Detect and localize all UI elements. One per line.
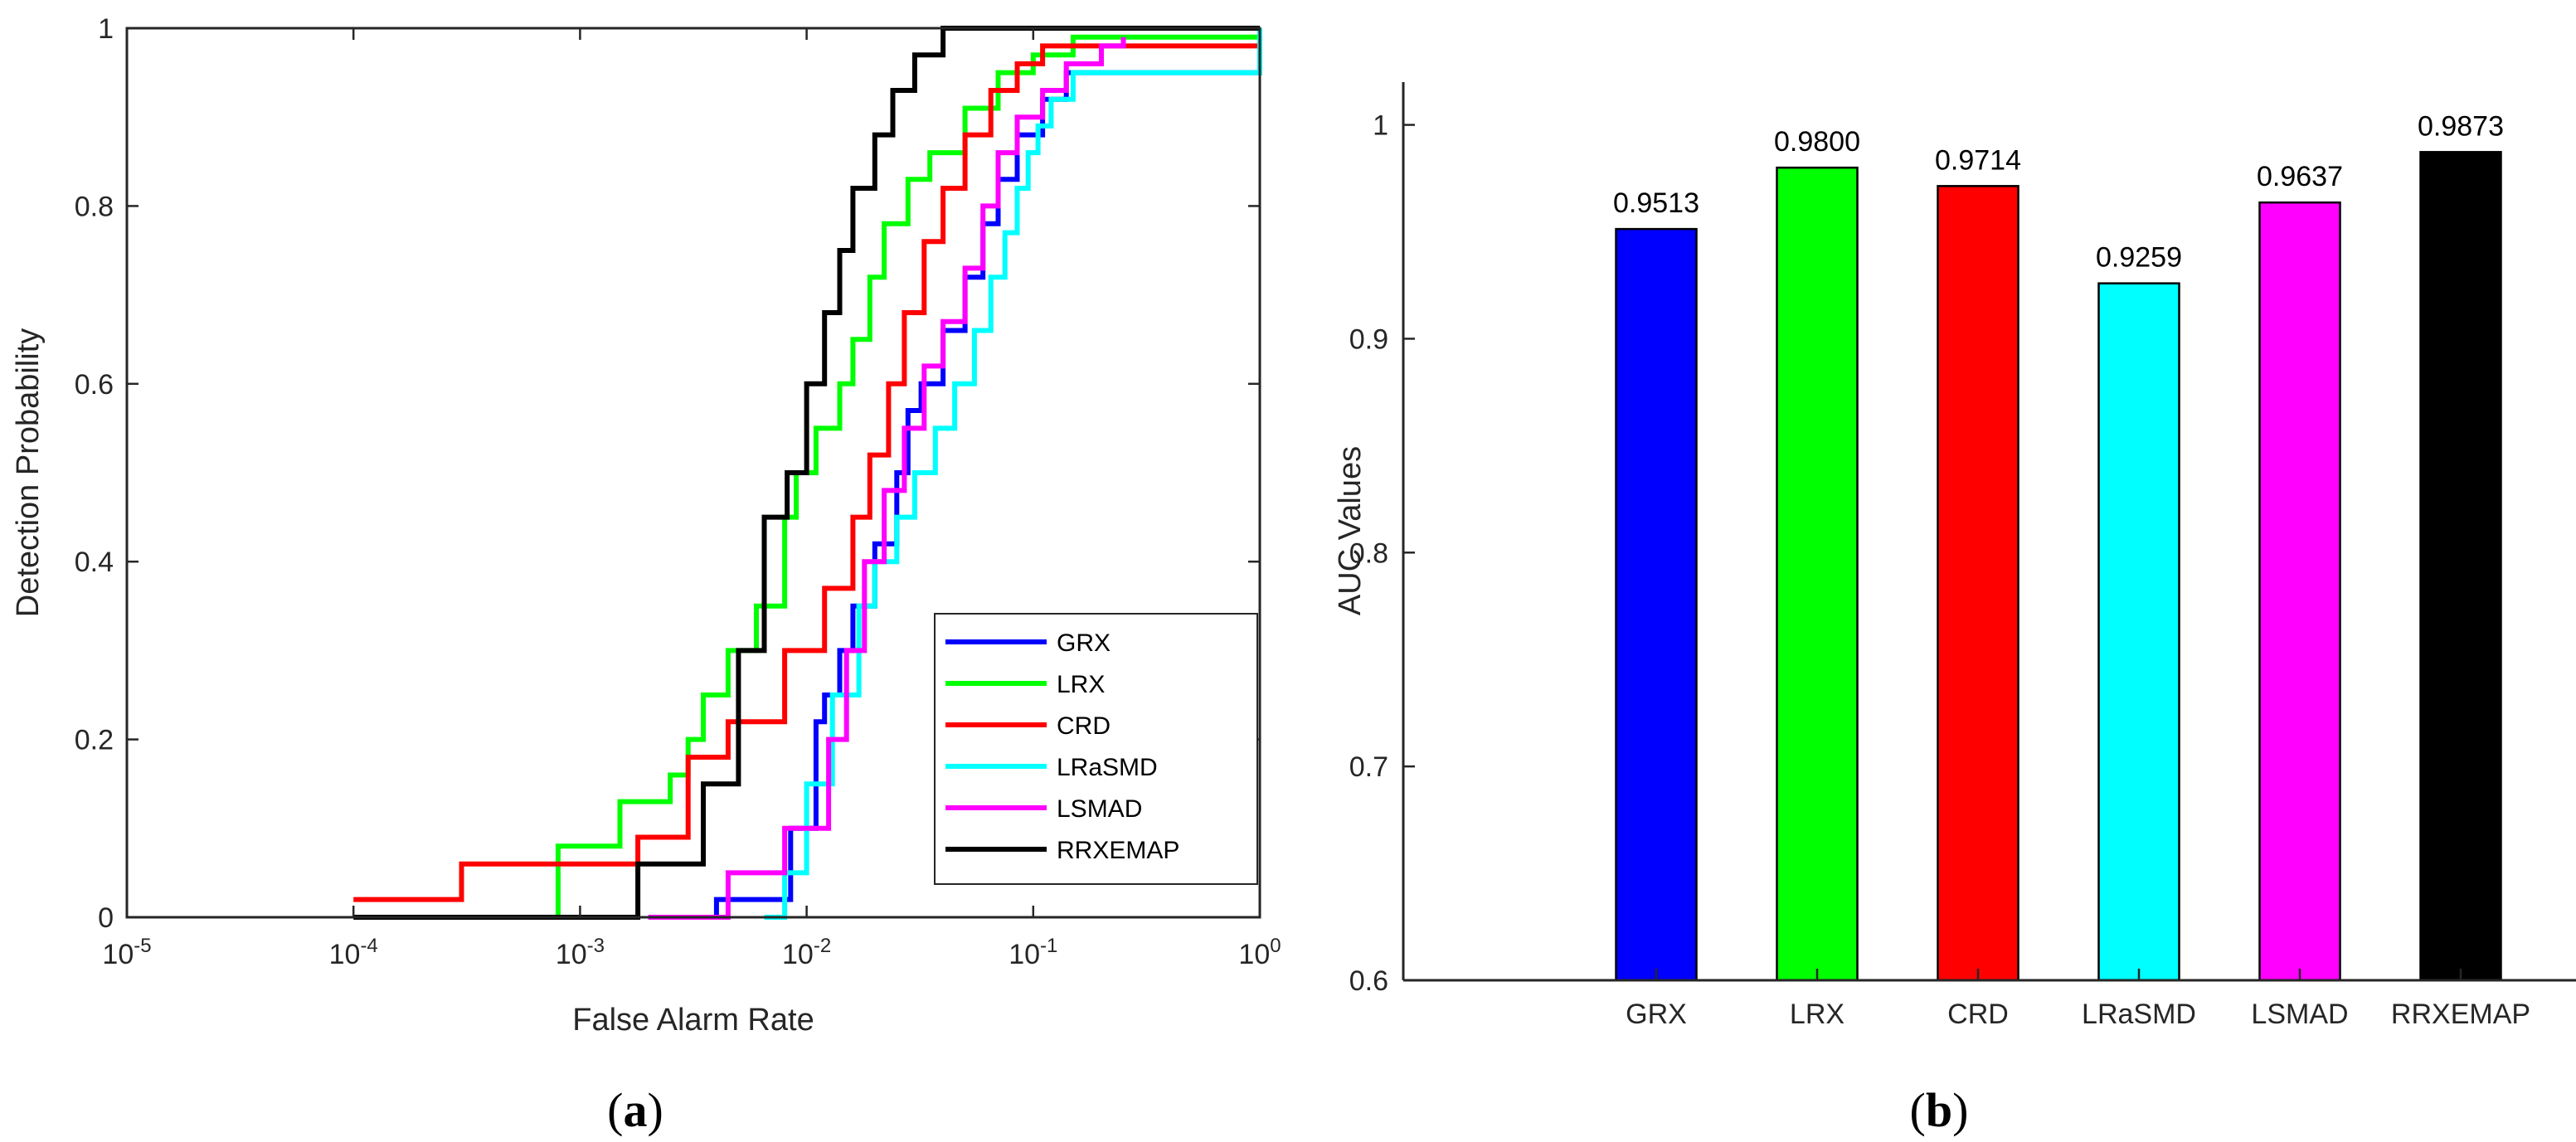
auc-bar-crd	[1937, 185, 2019, 982]
roc-y-tick-label: 1	[98, 13, 114, 45]
roc-x-tick-label: 10-3	[556, 935, 605, 970]
auc-bar-grx	[1615, 227, 1698, 982]
auc-y-tick-label: 0.9	[1349, 323, 1388, 355]
roc-curve-lrasmd	[764, 28, 1262, 920]
roc-x-axis-label: False Alarm Rate	[572, 1003, 814, 1038]
auc-x-tick-label: RRXEMAP	[2391, 999, 2530, 1030]
roc-legend-items: GRX LRX CRD LRaSMD LSMAD RRXEMAP	[945, 629, 1179, 864]
roc-legend: GRX LRX CRD LRaSMD LSMAD RRXEMAP	[934, 613, 1258, 885]
roc-legend-label: GRX	[1057, 629, 1111, 657]
roc-y-tick-label: 0.6	[75, 369, 114, 401]
roc-x-tick-label: 10-5	[102, 935, 151, 970]
auc-y-axis-label: AUC Values	[1333, 446, 1368, 615]
auc-bar-lsmad	[2258, 201, 2341, 982]
auc-x-tick-label: LRX	[1790, 999, 1845, 1030]
panel-a-caption: (a)	[607, 1083, 663, 1137]
roc-x-tick-label: 10-4	[329, 935, 378, 970]
roc-chart: 10-5 10-4 10-3 10-2 10-1 100 0 0.2 0.4 0.6 0.8 1 F…	[11, 13, 1281, 1137]
auc-bar-value-label: 0.9637	[2257, 161, 2343, 192]
roc-curves	[353, 26, 1262, 920]
roc-curve-lsmad	[648, 36, 1126, 920]
auc-x-tick-label: CRD	[1947, 999, 2009, 1030]
roc-legend-box	[934, 613, 1258, 885]
auc-bars: 0.9513 0.9800 0.9714 0.9259 0.9637 0.9873	[1613, 110, 2504, 982]
roc-legend-label: LRX	[1057, 671, 1105, 698]
auc-x-axis-ticks: GRX LRX CRD LRaSMD LSMAD RRXEMAP	[1626, 969, 2530, 1030]
auc-bar-rrxemap	[2419, 151, 2502, 982]
panel-b-caption: (b)	[1910, 1083, 1969, 1137]
auc-bar-lrx	[1776, 166, 1859, 982]
auc-bar-value-label: 0.9259	[2096, 242, 2182, 274]
auc-x-tick-label: GRX	[1626, 999, 1687, 1030]
roc-y-axis-label: Detection Probability	[11, 328, 46, 618]
roc-y-tick-label: 0	[98, 902, 114, 934]
roc-plot-frame	[125, 27, 1261, 919]
roc-y-axis-ticks: 0 0.2 0.4 0.6 0.8 1	[75, 13, 1260, 934]
roc-x-axis-ticks: 10-5 10-4 10-3 10-2 10-1 100	[102, 28, 1281, 970]
roc-legend-label: RRXEMAP	[1057, 837, 1179, 864]
auc-y-tick-label: 0.7	[1349, 751, 1388, 783]
auc-y-tick-label: 0.6	[1349, 965, 1388, 997]
roc-curve-rrxemap	[353, 26, 1260, 920]
auc-bar-value-label: 0.9873	[2418, 110, 2504, 142]
roc-curve-crd	[353, 28, 1262, 902]
roc-legend-label: LRaSMD	[1057, 754, 1158, 781]
roc-x-tick-label: 100	[1238, 935, 1281, 970]
roc-x-tick-label: 10-2	[782, 935, 831, 970]
auc-chart: 0.9513 0.9800 0.9714 0.9259 0.9637 0.9873 0.6…	[1333, 82, 2576, 1137]
auc-bar-value-label: 0.9513	[1613, 187, 1699, 219]
auc-bar-lrasmd	[2097, 282, 2180, 982]
auc-bar-value-label: 0.9800	[1774, 126, 1860, 158]
roc-legend-label: LSMAD	[1057, 795, 1142, 823]
roc-y-tick-label: 0.8	[75, 191, 114, 222]
auc-y-tick-label: 0.8	[1349, 537, 1388, 569]
auc-x-tick-label: LRaSMD	[2082, 999, 2196, 1030]
auc-y-tick-label: 1	[1373, 110, 1388, 142]
auc-x-tick-label: LSMAD	[2251, 999, 2348, 1030]
roc-y-tick-label: 0.4	[75, 547, 114, 578]
roc-legend-label: CRD	[1057, 712, 1111, 740]
roc-y-tick-label: 0.2	[75, 725, 114, 756]
auc-bar-value-label: 0.9714	[1935, 144, 2021, 176]
roc-x-tick-label: 10-1	[1009, 935, 1057, 970]
